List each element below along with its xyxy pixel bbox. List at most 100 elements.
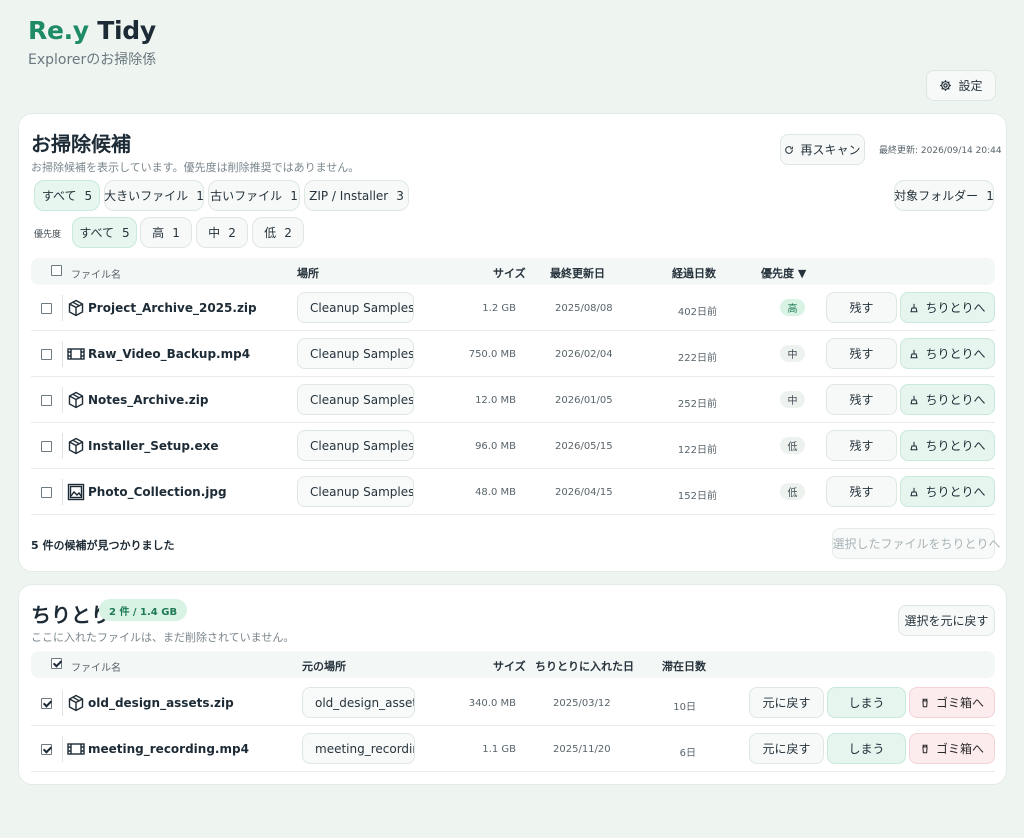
row-checkbox[interactable] — [41, 303, 52, 314]
elapsed-days: 222日前 — [677, 353, 717, 364]
move-to-dustpan-button[interactable]: ちりとりへ — [900, 430, 995, 461]
file-size: 750.0 MB — [468, 349, 516, 360]
move-to-dustpan-button[interactable]: ちりとりへ — [900, 384, 995, 415]
candidates-title: お掃除候補 — [31, 132, 131, 156]
candidate-row: Raw_Video_Backup.mp4 Cleanup Samples 750.0… — [31, 331, 995, 377]
file-name: Notes_Archive.zip — [88, 393, 209, 407]
package-icon — [67, 437, 85, 455]
file-size: 96.0 MB — [475, 441, 516, 452]
priority-filter-label: 優先度 — [34, 230, 62, 240]
row-divider — [62, 341, 63, 367]
priority-badge: 中 — [780, 391, 805, 408]
col-modified: 最終更新日 — [550, 267, 605, 280]
filter-all[interactable]: すべて 5 — [34, 180, 100, 211]
move-to-dustpan-button[interactable]: ちりとりへ — [900, 476, 995, 507]
rescan-button[interactable]: 再スキャン — [780, 134, 865, 165]
dustpan-title: ちりとり — [31, 603, 111, 627]
row-checkbox[interactable] — [41, 487, 52, 498]
refresh-icon — [785, 145, 794, 154]
dustpan-description: ここに入れたファイルは、まだ削除されていません。 — [31, 631, 295, 644]
file-name: meeting_recording.mp4 — [88, 742, 249, 756]
dustpan-row: old_design_assets.zip old_design_assets 34… — [31, 680, 995, 726]
elapsed-days: 252日前 — [677, 399, 717, 410]
keep-button[interactable]: 残す — [826, 338, 897, 369]
col-added-date: ちりとりに入れた日 — [535, 660, 634, 673]
elapsed-days: 122日前 — [677, 445, 717, 456]
restore-button[interactable]: 元に戻す — [749, 687, 824, 718]
row-checkbox[interactable] — [41, 698, 52, 709]
file-name: old_design_assets.zip — [88, 696, 234, 710]
added-date: 2025/03/12 — [553, 698, 611, 709]
filter-zip-installer[interactable]: ZIP / Installer 3 — [304, 180, 409, 211]
candidate-row: Project_Archive_2025.zip Cleanup Samples 1… — [31, 285, 995, 331]
file-name: Installer_Setup.exe — [88, 439, 219, 453]
row-checkbox[interactable] — [41, 349, 52, 360]
modified-date: 2026/02/04 — [555, 349, 613, 360]
file-size: 48.0 MB — [475, 487, 516, 498]
broom-icon — [910, 349, 919, 358]
location-button[interactable]: Cleanup Samples — [297, 338, 414, 369]
candidate-row: Photo_Collection.jpg Cleanup Samples 48.0 … — [31, 469, 995, 515]
move-to-dustpan-button[interactable]: ちりとりへ — [900, 292, 995, 323]
candidates-description: お掃除候補を表示しています。優先度は削除推奨ではありません。 — [31, 161, 360, 174]
package-icon — [67, 299, 85, 317]
move-to-trash-button[interactable]: ゴミ箱へ — [909, 733, 995, 764]
file-name: Project_Archive_2025.zip — [88, 301, 257, 315]
restore-selected-button[interactable]: 選択を元に戻す — [898, 605, 995, 636]
col-file-name: ファイル名 — [71, 270, 121, 281]
col-elapsed[interactable]: 経過日数 — [672, 267, 716, 280]
keep-button[interactable]: 残す — [826, 430, 897, 461]
select-all-checkbox[interactable] — [51, 265, 62, 276]
location-button[interactable]: Cleanup Samples — [297, 430, 414, 461]
broom-icon — [910, 487, 919, 496]
modified-date: 2026/01/05 — [555, 395, 613, 406]
keep-button[interactable]: 残す — [826, 384, 897, 415]
file-size: 340.0 MB — [468, 698, 516, 709]
origin-location-button[interactable]: meeting_recording — [302, 733, 415, 764]
priority-filter-all[interactable]: すべて 5 — [72, 217, 137, 248]
broom-icon — [910, 303, 919, 312]
location-button[interactable]: Cleanup Samples — [297, 292, 414, 323]
cleanup-candidates-panel: お掃除候補 お掃除候補を表示しています。優先度は削除推奨ではありません。 再スキ… — [18, 113, 1007, 572]
row-checkbox[interactable] — [41, 395, 52, 406]
settings-button[interactable]: 設定 — [926, 70, 996, 101]
row-divider — [62, 690, 63, 716]
keep-button[interactable]: 残す — [826, 476, 897, 507]
row-checkbox[interactable] — [41, 744, 52, 755]
keep-button[interactable]: 残す — [826, 292, 897, 323]
row-checkbox[interactable] — [41, 441, 52, 452]
broom-icon — [910, 441, 919, 450]
filter-old-files[interactable]: 古いファイル 1 — [208, 180, 300, 211]
gear-icon — [940, 80, 952, 91]
location-button[interactable]: Cleanup Samples — [297, 476, 414, 507]
app-brand: Re.y Tidy Explorerのお掃除係 — [28, 16, 156, 69]
col-size: サイズ — [493, 660, 526, 673]
move-to-dustpan-button[interactable]: ちりとりへ — [900, 338, 995, 369]
move-selected-button[interactable]: 選択したファイルをちりとりへ — [832, 528, 1001, 559]
move-to-trash-button[interactable]: ゴミ箱へ — [909, 687, 995, 718]
filter-large-files[interactable]: 大きいファイル 1 — [104, 180, 204, 211]
col-days: 滞在日数 — [662, 660, 706, 673]
elapsed-days: 402日前 — [677, 307, 717, 318]
col-file-name: ファイル名 — [71, 663, 121, 674]
store-button[interactable]: しまう — [827, 687, 906, 718]
col-priority-sort[interactable]: 優先度 ▼ — [761, 267, 807, 280]
days-in-dustpan: 6日 — [679, 748, 696, 759]
dustpan-select-all-checkbox[interactable] — [51, 658, 62, 669]
store-button[interactable]: しまう — [827, 733, 906, 764]
file-name: Photo_Collection.jpg — [88, 485, 227, 499]
dustpan-panel: ちりとり 2 件 / 1.4 GB ここに入れたファイルは、まだ削除されていませ… — [18, 584, 1007, 785]
origin-location-button[interactable]: old_design_assets — [302, 687, 415, 718]
target-folder-button[interactable]: 対象フォルダー 1 — [894, 180, 994, 211]
package-icon — [67, 694, 85, 712]
priority-badge: 低 — [780, 483, 805, 500]
file-size: 12.0 MB — [475, 395, 516, 406]
col-origin: 元の場所 — [302, 660, 346, 673]
package-icon — [67, 391, 85, 409]
location-button[interactable]: Cleanup Samples — [297, 384, 414, 415]
file-size: 1.1 GB — [482, 744, 516, 755]
restore-button[interactable]: 元に戻す — [749, 733, 824, 764]
